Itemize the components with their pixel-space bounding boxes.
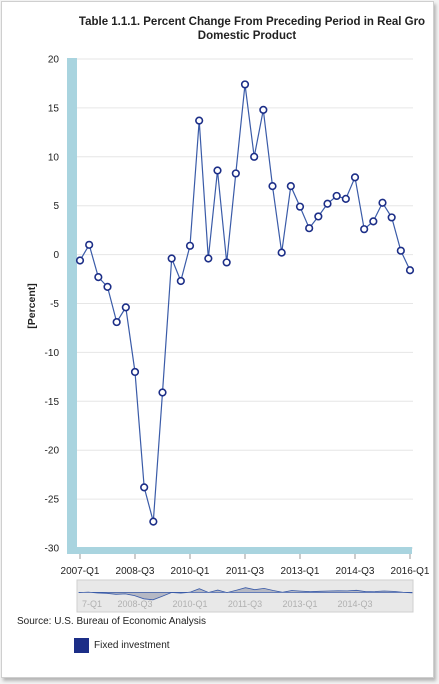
data-point[interactable]	[250, 152, 259, 161]
data-point[interactable]	[259, 105, 268, 114]
data-point[interactable]	[323, 199, 332, 208]
data-point[interactable]	[222, 258, 231, 267]
x-tick-label: 2008-Q3	[116, 566, 155, 577]
navigator-label: 2011-Q3	[228, 599, 262, 609]
data-point[interactable]	[185, 241, 195, 250]
data-point[interactable]	[240, 80, 250, 89]
navigator-background	[76, 579, 414, 613]
data-point[interactable]	[231, 169, 240, 178]
x-tick-label: 2010-Q1	[171, 566, 210, 577]
data-point[interactable]	[268, 182, 277, 191]
navigator-area	[78, 587, 413, 601]
chart-title-line2: Domestic Product	[197, 30, 297, 42]
x-tick-label: 2013-Q1	[281, 566, 320, 577]
y-axis-label: [Percent]	[26, 283, 38, 329]
chart-title-line1: Table 1.1.1. Percent Change From Precedi…	[78, 16, 426, 28]
data-point[interactable]	[75, 256, 85, 265]
navigator-label: 2008-Q3	[117, 599, 152, 609]
data-point[interactable]	[286, 182, 295, 191]
y-tick-label: 20	[48, 55, 60, 66]
data-point[interactable]	[103, 282, 112, 291]
y-tick-label: -5	[50, 299, 59, 310]
data-point[interactable]	[295, 202, 305, 211]
y-tick-label: -10	[45, 348, 60, 359]
y-tick-label: 10	[48, 152, 60, 163]
x-tick-label: 2016-Q1	[391, 566, 430, 577]
data-point[interactable]	[369, 217, 378, 226]
y-tick-label: 5	[53, 201, 59, 212]
data-point[interactable]	[405, 266, 415, 275]
legend-label: Fixed investment	[94, 640, 170, 651]
data-point[interactable]	[341, 194, 350, 203]
y-tick-label: -20	[45, 446, 60, 457]
y-tick-label: 0	[53, 250, 59, 261]
data-point[interactable]	[140, 483, 149, 492]
chart-title: Table 1.1.1. Percent Change From Precedi…	[2, 15, 433, 43]
data-point[interactable]	[130, 367, 140, 377]
y-axis-ticks: 20 15 10 5 0 -5 -10 -15 -20 -25 -30	[45, 55, 60, 555]
y-tick-label: -25	[45, 495, 60, 506]
range-navigator[interactable]: 7-Q1 2008-Q3 2010-Q1 2011-Q3 2013-Q1 2014-Q3	[76, 579, 414, 613]
x-axis-ticks: 2007-Q1 2008-Q3 2010-Q1 2011-Q3 2013-Q1 2014-…	[61, 554, 430, 577]
data-point[interactable]	[360, 225, 369, 234]
legend-swatch	[74, 638, 89, 653]
navigator-label: 2014-Q3	[337, 599, 372, 609]
data-point[interactable]	[378, 198, 387, 207]
data-point[interactable]	[112, 317, 121, 327]
data-point[interactable]	[277, 248, 286, 257]
data-point[interactable]	[396, 246, 405, 255]
y-tick-label: 15	[48, 103, 60, 114]
legend[interactable]: Fixed investment	[74, 638, 170, 653]
series-markers	[75, 80, 415, 526]
chart-plot: 20 15 10 5 0 -5 -10 -15 -20 -25 -30 2007-Q1 2008-Q3…	[26, 55, 430, 613]
data-point[interactable]	[204, 254, 213, 263]
data-point[interactable]	[195, 116, 204, 125]
data-point[interactable]	[85, 240, 94, 249]
navigator-labels: 7-Q1 2008-Q3 2010-Q1 2011-Q3 2013-Q1 2014-Q3	[82, 599, 373, 609]
y-tick-label: -15	[45, 397, 60, 408]
chart-frame: Table 1.1.1. Percent Change From Precedi…	[1, 1, 434, 678]
data-point[interactable]	[176, 276, 185, 286]
data-point[interactable]	[332, 191, 341, 201]
navigator-label: 7-Q1	[82, 599, 102, 609]
navigator-label: 2010-Q1	[172, 599, 207, 609]
data-point[interactable]	[350, 173, 360, 182]
data-point[interactable]	[121, 303, 130, 312]
data-point[interactable]	[158, 388, 167, 397]
data-point[interactable]	[213, 166, 222, 175]
data-point[interactable]	[167, 254, 176, 263]
source-note: Source: U.S. Bureau of Economic Analysis	[17, 616, 206, 627]
grid-lines	[77, 58, 413, 549]
x-tick-label: 2011-Q3	[226, 566, 265, 577]
x-tick-label: 2007-Q1	[61, 566, 100, 577]
data-point[interactable]	[149, 517, 158, 526]
y-tick-label: -30	[45, 544, 60, 555]
y-axis-band	[67, 58, 77, 554]
data-point[interactable]	[305, 224, 314, 233]
navigator-label: 2013-Q1	[282, 599, 317, 609]
data-point[interactable]	[387, 213, 396, 222]
data-point[interactable]	[94, 272, 103, 282]
data-point[interactable]	[314, 212, 323, 221]
x-axis-band	[72, 547, 412, 554]
x-tick-label: 2014-Q3	[336, 566, 375, 577]
